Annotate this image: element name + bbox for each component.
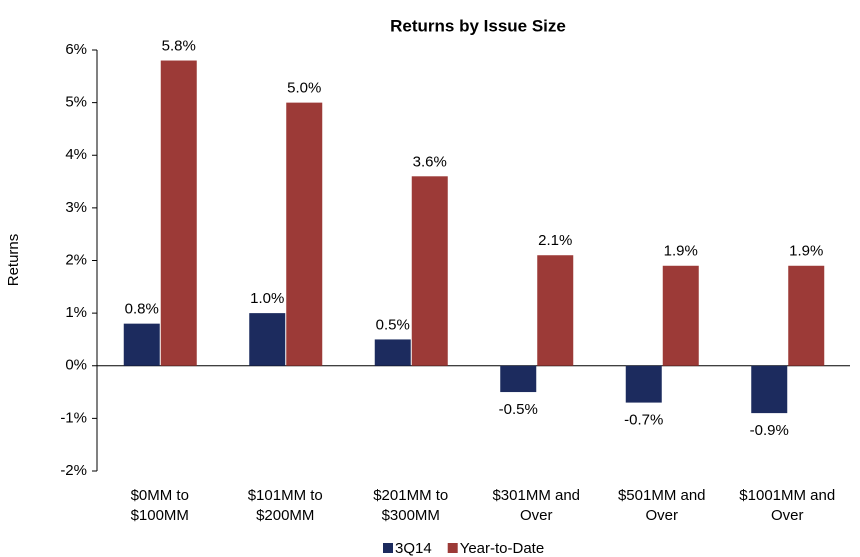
y-tick-label: -1%	[60, 409, 87, 426]
x-tick-label: $501MM and Over	[617, 487, 706, 524]
x-tick-label: $201MM to $300MM	[373, 487, 449, 524]
bar	[123, 323, 160, 366]
data-label: 1.9%	[664, 243, 698, 260]
chart-title: Returns by Issue Size	[390, 16, 566, 35]
bar	[286, 102, 323, 366]
data-label: 0.8%	[125, 301, 159, 318]
data-label: 5.8%	[162, 37, 196, 54]
y-tick-label: 6%	[65, 41, 87, 58]
data-label: 2.1%	[538, 232, 572, 249]
data-label: 5.0%	[287, 80, 321, 97]
bar	[662, 265, 699, 366]
bar	[788, 265, 825, 366]
bar	[537, 255, 574, 366]
y-tick-label: 2%	[65, 251, 87, 268]
x-tick-label: $301MM and Over	[492, 487, 581, 524]
y-tick-label: 0%	[65, 357, 87, 374]
legend-swatch	[383, 543, 393, 553]
data-label: 3.6%	[413, 153, 447, 170]
legend-label: Year-to-Date	[460, 540, 545, 557]
bar	[160, 60, 197, 366]
data-label: 1.9%	[789, 243, 823, 260]
bar	[625, 365, 662, 403]
y-tick-label: 5%	[65, 94, 87, 111]
data-label: 0.5%	[376, 316, 410, 333]
legend-swatch	[447, 543, 458, 553]
x-tick-label: $101MM to $200MM	[247, 487, 323, 524]
x-tick-label: $0MM to $100MM	[130, 487, 189, 524]
bar	[249, 313, 286, 366]
data-label: -0.9%	[750, 422, 789, 439]
bar	[500, 365, 537, 393]
y-tick-label: 3%	[65, 199, 87, 216]
data-label: -0.5%	[499, 401, 538, 418]
y-tick-label: 4%	[65, 146, 87, 163]
legend-label: 3Q14	[395, 540, 432, 557]
bar	[411, 176, 448, 366]
y-tick-label: -2%	[60, 462, 87, 479]
data-label: -0.7%	[624, 412, 663, 429]
x-tick-label: $1001MM and Over	[739, 487, 836, 524]
data-label: 1.0%	[250, 290, 284, 307]
bar	[374, 339, 411, 366]
y-axis-title: Returns	[5, 234, 22, 287]
y-tick-label: 1%	[65, 304, 87, 321]
bar	[751, 365, 788, 414]
